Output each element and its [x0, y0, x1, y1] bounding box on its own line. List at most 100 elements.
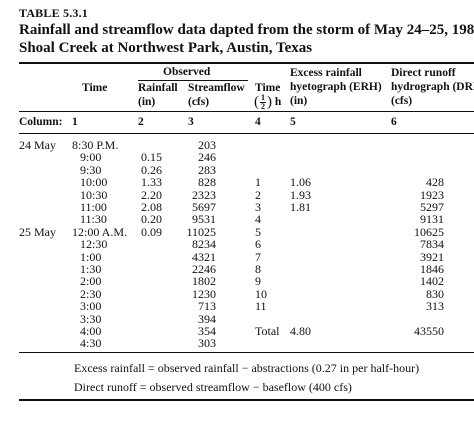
cell-time-index: 4 — [255, 212, 261, 227]
cell-rainfall: 2.20 — [141, 187, 162, 202]
cell-time: 8:30 P.M. — [72, 138, 119, 152]
header-drh-unit: (cfs) — [391, 95, 413, 107]
cell-time: 4:30 — [80, 336, 102, 351]
cell-time: 12:30 — [80, 237, 108, 252]
cell-rainfall: 0.09 — [141, 224, 162, 239]
cell-direct-runoff: 1923 — [420, 187, 444, 202]
cell-streamflow: 5697 — [192, 200, 216, 214]
cell-direct-runoff: 1402 — [420, 274, 444, 289]
cell-streamflow: 1230 — [192, 286, 216, 301]
cell-excess-rainfall: 1.81 — [290, 200, 311, 214]
cell-time: 3:00 — [80, 299, 102, 314]
cell-streamflow: 4321 — [192, 249, 216, 264]
cell-time-index: 3 — [255, 200, 261, 214]
cell-streamflow: 203 — [198, 138, 216, 152]
cell-direct-runoff: 830 — [426, 286, 444, 301]
header-streamflow-unit: (cfs) — [188, 96, 210, 108]
header-drh-line-1: Direct runoff — [391, 67, 456, 79]
bottom-rule — [19, 399, 474, 401]
cell-streamflow: 283 — [198, 162, 216, 177]
header-rainfall-unit: (in) — [138, 96, 156, 108]
cell-streamflow: 11025 — [186, 224, 216, 239]
cell-streamflow: 713 — [198, 299, 216, 314]
cell-streamflow: 2246 — [192, 262, 216, 276]
header-erh-unit: (in) — [290, 95, 308, 107]
cell-streamflow: 8234 — [192, 237, 216, 252]
cell-direct-runoff: 313 — [426, 299, 444, 314]
cell-rainfall: 1.33 — [141, 175, 162, 190]
table-label: TABLE 5.3.1 — [19, 6, 88, 20]
column-number-3: 3 — [188, 116, 194, 128]
header-erh-line-1: Excess rainfall — [290, 67, 362, 79]
cell-streamflow: 303 — [198, 336, 216, 351]
cell-time-index: 2 — [255, 187, 261, 202]
cell-streamflow: 394 — [198, 311, 216, 326]
header-drh-line-2: hydrograph (DRH — [391, 81, 474, 93]
column-row-rule — [19, 133, 474, 134]
cell-time-index: 5 — [255, 224, 261, 239]
cell-direct-runoff: 428 — [426, 175, 444, 190]
cell-excess-rainfall: 4.80 — [290, 324, 311, 338]
cell-direct-runoff: 10625 — [414, 224, 444, 239]
header-erh-line-2: hyetograph (ERH) — [290, 81, 382, 93]
cell-streamflow: 828 — [198, 175, 216, 190]
cell-time-index: 7 — [255, 249, 261, 264]
cell-rainfall: 0.15 — [141, 150, 162, 165]
cell-time: 11:00 — [80, 200, 107, 214]
cell-date: 25 May — [19, 224, 56, 239]
header-time-halfhour: Time — [255, 82, 281, 94]
cell-date: 24 May — [19, 138, 56, 152]
cell-time: 10:00 — [80, 175, 108, 190]
cell-excess-rainfall: 1.06 — [290, 175, 311, 190]
cell-time: 12:00 A.M. — [72, 224, 128, 239]
note-excess-rainfall: Excess rainfall = observed rainfall − ab… — [74, 361, 420, 375]
header-streamflow: Streamflow — [188, 82, 245, 94]
column-number-1: 1 — [72, 116, 78, 128]
observed-underline — [138, 80, 248, 81]
cell-rainfall: 0.20 — [141, 212, 162, 227]
table-title-line-2: Shoal Creek at Northwest Park, Austin, T… — [19, 40, 313, 56]
cell-time: 1:00 — [80, 249, 102, 264]
cell-time-index: 9 — [255, 274, 261, 289]
cell-time: 10:30 — [80, 187, 108, 202]
cell-time: 2:00 — [80, 274, 102, 289]
cell-time: 4:00 — [80, 324, 102, 338]
cell-rainfall: 2.08 — [141, 200, 162, 214]
cell-streamflow: 1802 — [192, 274, 216, 289]
header-rainfall: Rainfall — [138, 82, 178, 94]
cell-time-index: 10 — [255, 286, 267, 301]
cell-direct-runoff: 43550 — [414, 324, 444, 338]
header-time-halfhour-unit: (1 2) h — [254, 93, 282, 111]
cell-direct-runoff: 7834 — [420, 237, 444, 252]
cell-rainfall: 0.26 — [141, 162, 162, 177]
cell-streamflow: 354 — [198, 324, 216, 338]
header-rule — [19, 111, 474, 112]
cell-time-index: 1 — [255, 175, 261, 190]
cell-excess-rainfall: 1.93 — [290, 187, 311, 202]
body-bottom-rule — [19, 352, 474, 353]
column-number-2: 2 — [138, 116, 144, 128]
table-title-line-1: Rainfall and streamflow data dapted from… — [19, 22, 474, 38]
cell-streamflow: 2323 — [192, 187, 216, 202]
cell-streamflow: 246 — [198, 150, 216, 165]
header-observed: Observed — [163, 66, 211, 78]
cell-time: 1:30 — [80, 262, 102, 276]
cell-time: 2:30 — [80, 286, 102, 301]
cell-time-index: 11 — [255, 299, 267, 314]
cell-time-index: 6 — [255, 237, 261, 252]
cell-direct-runoff: 1846 — [420, 262, 444, 276]
header-time: Time — [82, 82, 108, 94]
cell-direct-runoff: 5297 — [420, 200, 444, 214]
cell-direct-runoff: 9131 — [420, 212, 444, 227]
cell-time: 9:00 — [80, 150, 102, 165]
cell-time: 11:30 — [80, 212, 107, 227]
cell-time-index: Total — [255, 324, 280, 338]
column-number-6: 6 — [391, 116, 397, 128]
cell-time-index: 8 — [255, 262, 261, 276]
top-rule — [19, 62, 474, 64]
cell-time: 3:30 — [80, 311, 102, 326]
cell-time: 9:30 — [80, 162, 102, 177]
cell-direct-runoff: 3921 — [420, 249, 444, 264]
cell-streamflow: 9531 — [192, 212, 216, 227]
